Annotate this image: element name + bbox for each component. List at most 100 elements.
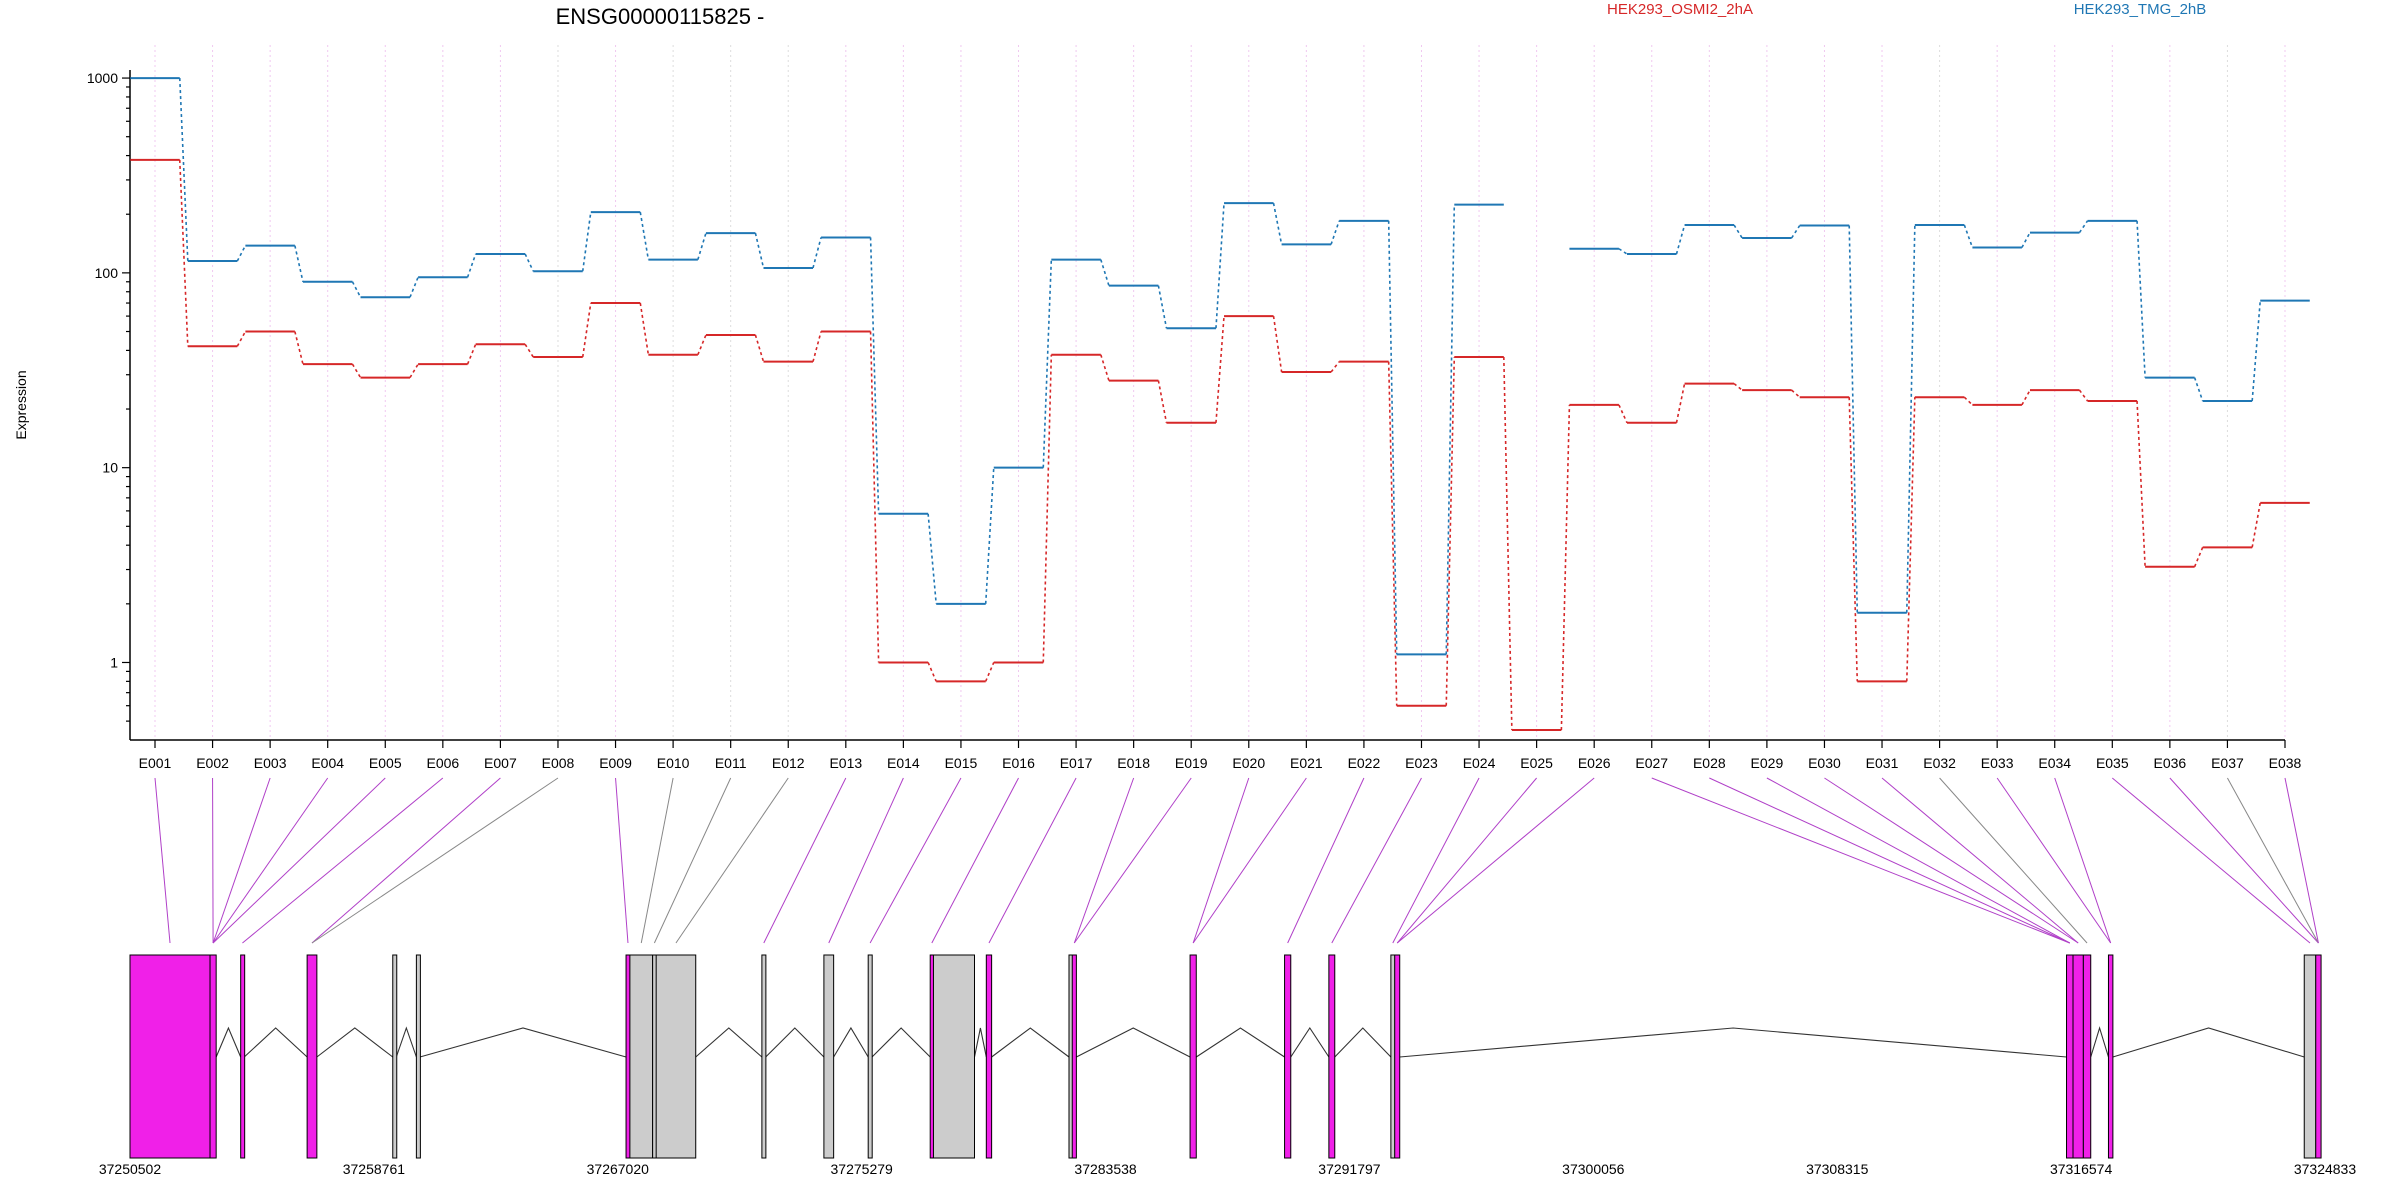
series-connector: [581, 302, 592, 358]
exon-link-line: [1192, 777, 1250, 944]
exon-label: E038: [2269, 755, 2302, 771]
genomic-tick-label: 37308315: [1806, 1161, 1869, 1177]
gene-model-exon: [392, 954, 398, 1159]
exon-link-line: [931, 777, 1019, 944]
series-connector: [1733, 383, 1743, 391]
intron-line: [2090, 1026, 2109, 1058]
intron-line: [695, 1027, 763, 1058]
series-1: [130, 77, 2310, 656]
series-connector: [581, 212, 592, 272]
series-connector: [1963, 224, 1974, 248]
series-0: [130, 158, 2310, 732]
series-connector: [178, 159, 189, 347]
exon-label: E027: [1635, 755, 1668, 771]
exon-link-line: [1881, 777, 2079, 944]
exon-label: E028: [1693, 755, 1726, 771]
series-connector: [2136, 220, 2146, 378]
gene-model-exon: [2315, 954, 2322, 1159]
gene-model-exon: [1071, 954, 1077, 1159]
exon-label: E011: [715, 755, 747, 771]
series-connector: [869, 237, 880, 514]
genomic-tick-label: 37316574: [2050, 1161, 2113, 1177]
exon-label: E034: [2038, 755, 2071, 771]
series-connector: [1100, 259, 1110, 286]
intron-line: [1399, 1027, 2067, 1058]
series-connector: [1100, 354, 1110, 381]
series-connector: [294, 331, 304, 365]
series-connector: [2251, 300, 2262, 402]
series-connector: [697, 334, 707, 356]
intron-line: [243, 1027, 308, 1058]
exon-link-line: [1287, 777, 1365, 944]
exon-link-line: [212, 777, 214, 944]
series-connector: [1905, 225, 1916, 613]
series-connector: [1157, 380, 1168, 423]
series-connector: [524, 343, 534, 358]
intron-line: [419, 1027, 627, 1058]
gene-model-exon: [415, 954, 421, 1159]
exon-link-line: [675, 777, 789, 944]
gene-model-exon: [1284, 954, 1292, 1159]
intron-line: [2112, 1027, 2305, 1058]
gene-model-exon: [2072, 954, 2084, 1159]
exon-label: E004: [311, 755, 344, 771]
exon-link-line: [2169, 777, 2319, 944]
gene-model-exon: [2303, 954, 2317, 1159]
series-connector: [409, 363, 419, 379]
series-connector: [1848, 225, 1859, 613]
exon-label: E022: [1348, 755, 1381, 771]
exon-link-line: [1709, 777, 2070, 944]
intron-line: [395, 1026, 417, 1058]
series-layer: [130, 77, 2310, 732]
y-tick-label: 1: [110, 654, 118, 670]
exon-label: E032: [1923, 755, 1956, 771]
exon-label: E029: [1751, 755, 1784, 771]
exon-label: E026: [1578, 755, 1611, 771]
exon-label: E015: [945, 755, 978, 771]
series-connector: [2193, 377, 2204, 402]
series-connector: [2078, 389, 2089, 402]
legend-entry-osmi2: HEK293_OSMI2_2hA: [1607, 1, 1753, 18]
exon-link-line: [2111, 777, 2311, 944]
intron-line: [316, 1027, 394, 1058]
exon-label: E005: [369, 755, 402, 771]
series-connector: [1215, 203, 1225, 329]
gene-model-exon: [867, 954, 873, 1159]
exon-label: E021: [1290, 755, 1323, 771]
series-connector: [1905, 397, 1916, 682]
y-tick-label: 1000: [87, 70, 118, 86]
exon-link-line: [869, 777, 962, 944]
gene-model-exon: [306, 954, 318, 1159]
intron-line: [1334, 1027, 1392, 1058]
exon-label: E001: [139, 755, 172, 771]
series-connector: [1791, 389, 1801, 398]
exon-label: E033: [1981, 755, 2014, 771]
genomic-tick-label: 37275279: [831, 1161, 894, 1177]
exon-link-line: [615, 777, 629, 944]
series-connector: [1733, 224, 1743, 239]
series-connector: [1618, 404, 1628, 424]
gene-model-exon: [2066, 954, 2074, 1159]
series-connector: [2021, 389, 2031, 406]
series-connector: [2078, 220, 2089, 234]
series-connector: [294, 245, 304, 282]
gene-model-layer: [129, 954, 2322, 1159]
y-axis-label: Expression: [13, 370, 29, 439]
exon-link-line: [2226, 777, 2319, 944]
series-connector: [1790, 225, 1801, 239]
series-connector: [1560, 404, 1571, 731]
series-connector: [1848, 397, 1859, 682]
exon-label: E013: [829, 755, 862, 771]
series-connector: [2193, 547, 2204, 568]
gene-model-exon: [1328, 954, 1336, 1159]
exon-link-line: [1192, 777, 1307, 944]
gene-model-exon: [629, 954, 654, 1159]
exon-link-line: [640, 777, 674, 944]
gene-model-exon: [129, 954, 211, 1159]
gene-model-exon: [1189, 954, 1197, 1159]
exon-label: E012: [772, 755, 805, 771]
exon-label: E008: [542, 755, 575, 771]
chart-title: ENSG00000115825 -: [556, 4, 765, 29]
exon-label: E025: [1520, 755, 1553, 771]
